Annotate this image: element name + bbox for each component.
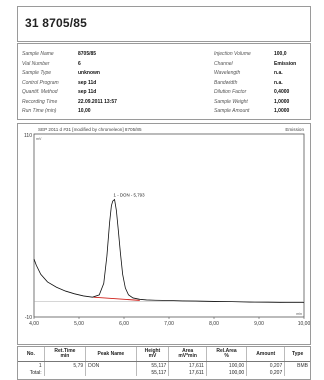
left-info-row: Recording Time 22.09.2011 13:57	[18, 98, 310, 107]
column-header: Height mV	[136, 347, 170, 362]
table-cell	[44, 369, 87, 376]
table-row: 1 5,79 DON 55,117 17,611 100,00 0,207 BMB	[18, 361, 310, 369]
x-tick-label: 6,00	[119, 321, 129, 327]
info-label: Recording Time	[22, 98, 58, 105]
peak-label: 1 - DON - 5,793	[114, 193, 146, 198]
sample-info-panel: Sample Name 8705/85 Vial Number 6 Sample Typ…	[17, 43, 311, 120]
table-cell: 100,00	[206, 361, 248, 369]
right-info-row: Sample Weight 1,0000	[18, 98, 310, 107]
info-label: Bandwidth	[214, 79, 238, 86]
info-label: Sample Type	[22, 70, 52, 76]
x-tick-label: 8,00	[209, 321, 219, 327]
left-info-row: Sample Type unknown	[18, 69, 310, 78]
channel-label: Emission	[285, 127, 304, 132]
info-value: 6	[78, 60, 81, 67]
column-header: Ret.Time min	[44, 347, 87, 362]
x-tick-label: 5,00	[74, 321, 84, 327]
right-info-row: Bandwidth n.a.	[18, 79, 310, 88]
info-value: Emission	[274, 60, 297, 67]
info-value: unknown	[78, 70, 100, 76]
x-tick-label: 9,00	[254, 321, 264, 327]
table-cell	[285, 369, 310, 376]
column-header: Amount	[246, 347, 286, 362]
right-info-row: Dilution Factor 0,4000	[18, 88, 310, 97]
plot-frame	[33, 133, 305, 318]
x-tick-label: 10,00	[298, 321, 310, 327]
table-cell: 0,207	[246, 369, 286, 376]
info-label: Sample Amount	[214, 108, 250, 114]
info-value: sep 11d	[78, 79, 97, 86]
left-info-row: Control Program sep 11d	[18, 79, 310, 88]
column-header: Rel.Area%	[206, 347, 248, 362]
info-value: n.a.	[274, 70, 283, 76]
x-tick-label: 4,00	[29, 321, 39, 327]
table-cell: 5,79	[44, 361, 87, 369]
table-cell: 55,117	[136, 369, 170, 376]
table-cell: 100,00	[206, 369, 248, 376]
info-label: Control Program	[22, 79, 59, 86]
report-header: 31 8705/85	[17, 6, 311, 42]
info-label: Vial Number	[22, 60, 50, 67]
table-cell: 1	[18, 361, 45, 369]
y-tick-label: -10	[25, 315, 32, 321]
column-header: Area mV*min	[168, 347, 207, 362]
info-value: 10,00	[78, 108, 91, 114]
info-label: Sample Weight	[214, 98, 248, 105]
y-unit-label: mV	[36, 137, 42, 141]
column-header: Type	[284, 347, 310, 362]
table-cell	[85, 369, 137, 376]
table-cell: 17,611	[168, 361, 207, 369]
table-row: Total: 55,117 17,611 100,00 0,207	[18, 369, 310, 376]
chromatogram-chart: SEP 2011 d #31 [modified by chromeleon] …	[24, 127, 310, 327]
column-header: No.	[18, 347, 45, 362]
info-label: Sample Name	[22, 51, 54, 57]
left-info-row: Quantif. Method sep 11d	[18, 88, 310, 97]
info-value: 100,0	[274, 51, 287, 57]
chromatogram-panel: SEP 2011 d #31 [modified by chromeleon] …	[17, 123, 311, 345]
info-value: 1,0000	[274, 108, 290, 114]
x-tick-label: 7,00	[164, 321, 174, 327]
info-label: Wavelength	[214, 70, 241, 76]
right-info-row: Wavelength n.a.	[18, 69, 310, 78]
table-cell: BMB	[297, 362, 308, 369]
info-value: n.a.	[274, 79, 283, 86]
info-value: 22.09.2011 13:57	[78, 98, 117, 105]
chromatogram-trace	[33, 198, 305, 304]
table-cell: 17,611	[168, 369, 207, 376]
peak-baseline	[93, 296, 140, 301]
info-value: 1,0000	[274, 98, 290, 105]
right-info-row: Channel Emission	[18, 60, 310, 69]
table-cell: Total:	[18, 369, 45, 376]
info-value: 8705/85	[78, 51, 97, 57]
chart-title: SEP 2011 d #31 [modified by chromeleon] …	[38, 127, 142, 132]
results-table: No. Ret.Time min Peak Name Height mV Area mV*mi…	[18, 347, 310, 376]
y-tick-label: 110	[24, 133, 32, 139]
info-label: Channel	[214, 60, 233, 67]
peak-results-table: No. Ret.Time min Peak Name Height mV Area mV*mi…	[17, 346, 311, 380]
info-value: 0,4000	[274, 89, 290, 95]
info-label: Quantif. Method	[22, 89, 58, 95]
table-cell: 55,117	[136, 361, 170, 369]
column-header: Peak Name	[85, 347, 137, 362]
info-label: Run Time (min)	[22, 108, 57, 114]
table-cell: DON	[85, 361, 137, 369]
left-info-row: Run Time (min) 10,00	[18, 107, 310, 116]
info-label: Injection Volume	[214, 51, 251, 57]
left-info-row: Sample Name 8705/85	[18, 50, 310, 59]
right-info-row: Sample Amount 1,0000	[18, 107, 310, 116]
info-value: sep 11d	[78, 89, 97, 95]
table-header-row: No. Ret.Time min Peak Name Height mV Area mV*mi…	[18, 347, 310, 362]
page-title: 31 8705/85	[25, 16, 88, 30]
left-info-row: Vial Number 6	[18, 60, 310, 69]
table-cell: 0,207	[246, 361, 286, 369]
info-label: Dilution Factor	[214, 89, 247, 95]
right-info-row: Injection Volume 100,0	[18, 50, 310, 59]
x-unit-label: min	[296, 312, 302, 316]
